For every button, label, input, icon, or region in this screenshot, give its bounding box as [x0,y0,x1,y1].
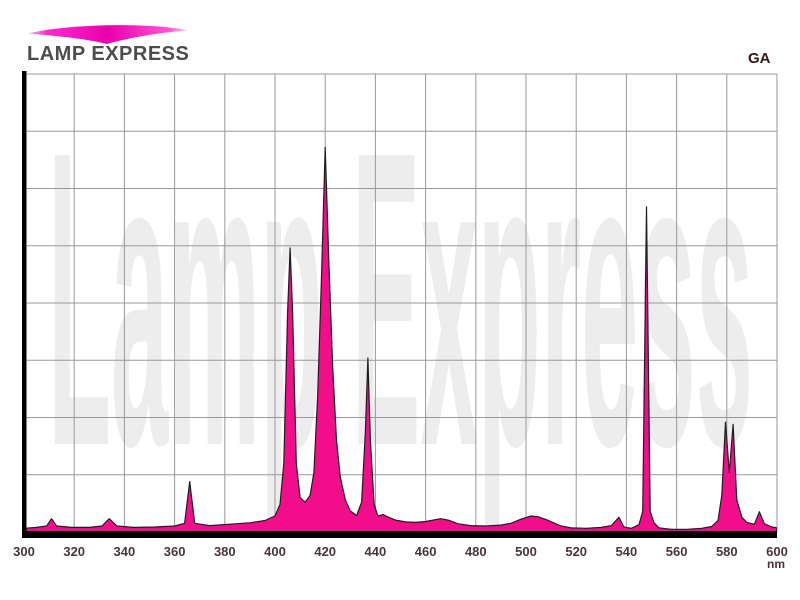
x-tick-label: 340 [114,544,136,559]
x-tick-label: 600 [766,544,788,559]
x-tick-label: 420 [314,544,336,559]
x-tick-label: 580 [716,544,738,559]
x-axis-line [22,531,777,538]
x-tick-label: 400 [264,544,286,559]
x-tick-labels: 300 320 340 360 380 400 420 440 460 480 500 520 540 5… [13,544,788,571]
x-tick-label: 360 [164,544,186,559]
x-tick-label: 460 [415,544,437,559]
x-tick-label: 480 [465,544,487,559]
x-tick-label: 300 [13,544,35,559]
x-tick-label: 380 [214,544,236,559]
x-tick-label: 320 [63,544,85,559]
x-tick-label: 520 [565,544,587,559]
x-tick-label: 560 [666,544,688,559]
x-tick-label: 500 [515,544,537,559]
x-tick-label: 440 [365,544,387,559]
corner-label: GA [748,50,771,67]
brand-swoosh-icon [28,25,188,44]
spectrum-area [24,146,777,532]
brand-wordmark: LAMP EXPRESS [27,43,190,65]
x-tick-label: 540 [616,544,638,559]
y-axis-line [22,71,27,538]
x-axis-unit-label: nm [767,557,785,571]
